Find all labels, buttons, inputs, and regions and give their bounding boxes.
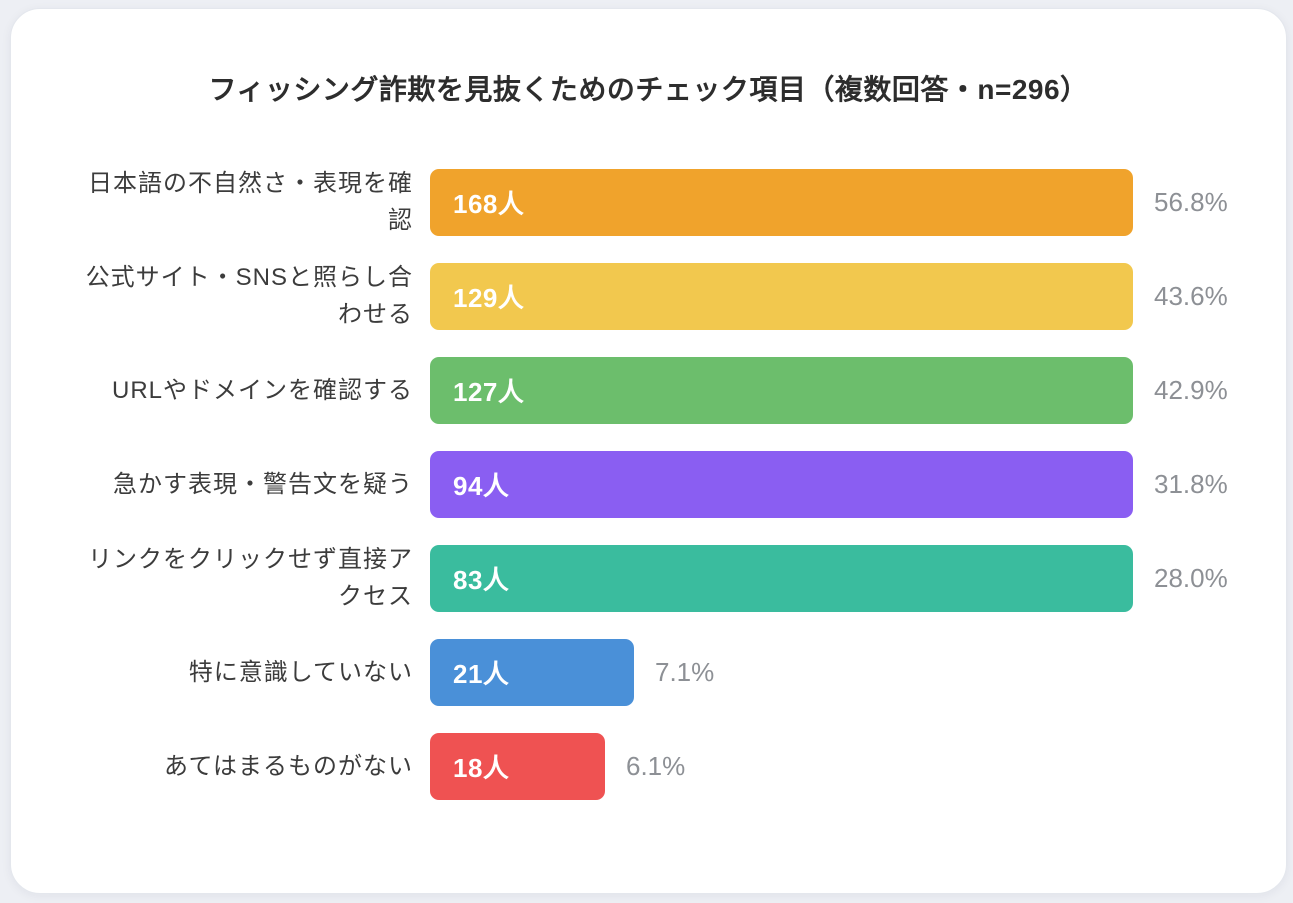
chart-title: フィッシング詐欺を見抜くためのチェック項目（複数回答・n=296） [208,74,1089,105]
category-label: リンクをクリックせず直接アクセス [88,546,413,610]
chart-row: リンクをクリックせず直接アクセス 83人 28.0% [81,531,1286,625]
percent-label: 6.1% [626,750,686,781]
category-label: 特に意識していない [188,658,413,686]
bar-value-label: 94人 [453,470,510,501]
chart-card: フィッシング詐欺を見抜くためのチェック項目（複数回答・n=296） 日本語の不自… [10,8,1287,894]
bar: 127人 [430,356,1133,424]
category-label: 日本語の不自然さ・表現を確認 [88,170,413,234]
bar-value-label: 168人 [453,188,525,219]
percent-label: 31.8% [1154,468,1228,499]
bar: 21人 [430,638,634,706]
bar-chart: 日本語の不自然さ・表現を確認 168人 56.8% 公式サイト・SNSと照らし合… [11,155,1286,813]
category-label: 急かす表現・警告文を疑う [113,470,413,498]
chart-row: 日本語の不自然さ・表現を確認 168人 56.8% [81,155,1286,249]
percent-label: 56.8% [1154,186,1228,217]
percent-label: 7.1% [655,656,715,687]
bar-value-label: 18人 [453,752,510,783]
category-label: 公式サイト・SNSと照らし合わせる [85,264,413,328]
category-label: URLやドメインを確認する [111,376,413,404]
bar-value-label: 21人 [453,658,510,689]
chart-row: URLやドメインを確認する 127人 42.9% [81,343,1286,437]
percent-label: 28.0% [1154,562,1228,593]
bar-value-label: 129人 [453,282,525,313]
bar-value-label: 83人 [453,564,510,595]
percent-label: 42.9% [1154,374,1228,405]
percent-label: 43.6% [1154,280,1228,311]
chart-row: 特に意識していない 21人 7.1% [81,625,1286,719]
bar: 94人 [430,450,1133,518]
bar: 129人 [430,262,1133,330]
bar: 18人 [430,732,605,800]
bar: 168人 [430,168,1133,236]
chart-row: あてはまるものがない 18人 6.1% [81,719,1286,813]
chart-row: 公式サイト・SNSと照らし合わせる 129人 43.6% [81,249,1286,343]
category-label: あてはまるものがない [163,752,413,780]
chart-row: 急かす表現・警告文を疑う 94人 31.8% [81,437,1286,531]
bar: 83人 [430,544,1133,612]
bar-value-label: 127人 [453,376,525,407]
